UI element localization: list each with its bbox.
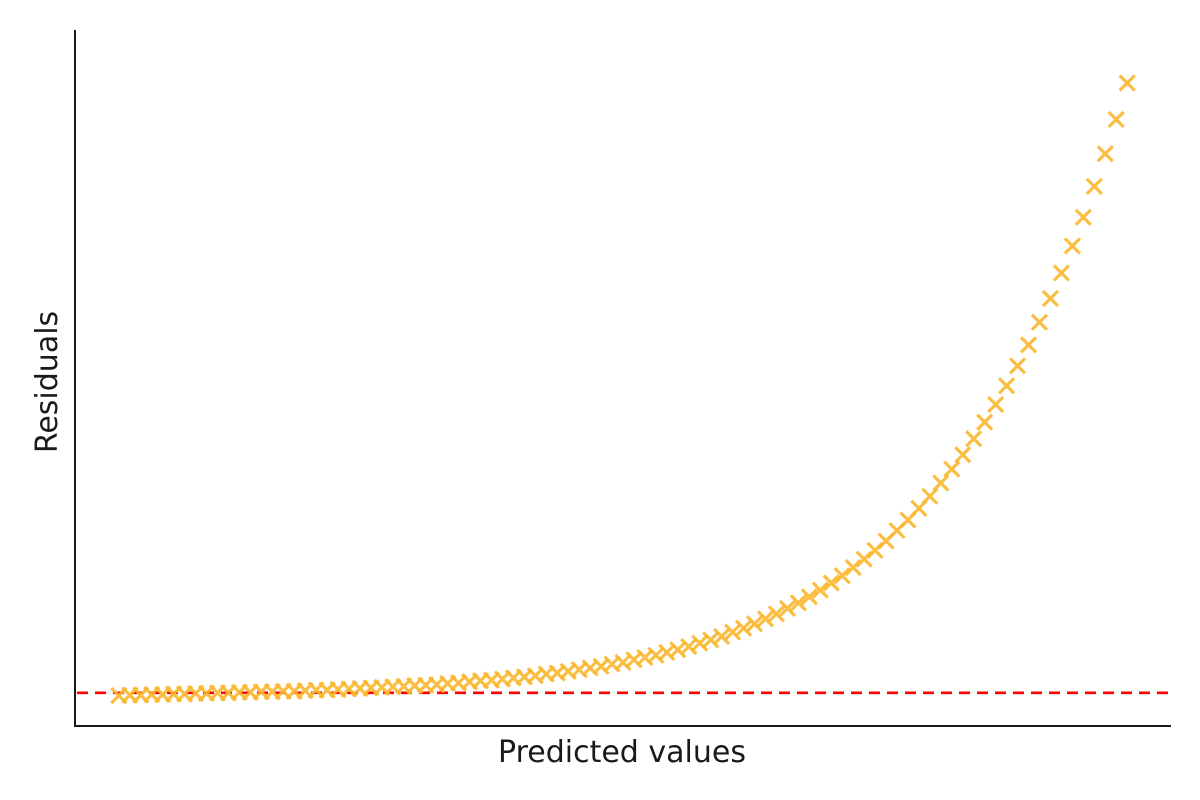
- data-point-stroke: [592, 657, 610, 675]
- data-point: [1052, 264, 1071, 282]
- data-point: [1118, 74, 1136, 92]
- data-point: [756, 610, 775, 628]
- data-point: [1030, 313, 1049, 331]
- data-point-stroke: [702, 631, 720, 649]
- data-point: [723, 623, 742, 641]
- data-point-stroke: [822, 574, 840, 592]
- data-point: [745, 615, 764, 633]
- data-point: [702, 631, 720, 649]
- data-point-stroke: [1008, 357, 1027, 375]
- data-point: [1008, 357, 1027, 375]
- data-point: [713, 627, 731, 646]
- x-axis-label: Predicted values: [498, 735, 746, 770]
- data-point: [1041, 289, 1060, 308]
- data-point-stroke: [965, 430, 983, 448]
- data-point: [614, 653, 632, 672]
- data-point: [647, 646, 665, 664]
- data-point: [1107, 110, 1125, 129]
- data-point-stroke: [1085, 177, 1103, 195]
- data-point-stroke: [778, 599, 797, 617]
- data-point-stroke: [1019, 336, 1038, 354]
- data-point-stroke: [691, 634, 709, 652]
- data-point-stroke: [734, 619, 753, 637]
- data-point: [778, 599, 797, 617]
- plot-area: [77, 74, 1171, 705]
- data-point: [658, 643, 676, 662]
- data-point-stroke: [954, 446, 972, 464]
- data-point: [997, 377, 1016, 395]
- data-point-stroke: [625, 651, 643, 669]
- data-point: [1019, 336, 1038, 354]
- data-point-stroke: [844, 558, 862, 577]
- data-point-stroke: [614, 653, 632, 672]
- data-point-stroke: [1041, 289, 1060, 308]
- data-point-stroke: [647, 646, 665, 664]
- data-point-stroke: [745, 615, 764, 633]
- data-point-stroke: [811, 581, 829, 599]
- data-point-stroke: [921, 487, 939, 505]
- data-point-stroke: [680, 637, 698, 656]
- data-point: [921, 487, 939, 505]
- data-point-stroke: [932, 474, 950, 492]
- data-point-stroke: [756, 610, 775, 628]
- data-point-stroke: [723, 623, 742, 641]
- data-point: [734, 619, 753, 637]
- y-axis-label: Residuals: [30, 311, 65, 453]
- data-point-stroke: [976, 413, 994, 431]
- data-point-stroke: [581, 659, 599, 677]
- data-point-stroke: [1074, 208, 1092, 226]
- data-point-stroke: [1052, 264, 1071, 282]
- data-point-stroke: [713, 627, 731, 646]
- data-point-stroke: [570, 661, 588, 679]
- data-point-stroke: [526, 667, 544, 685]
- data-point-stroke: [987, 395, 1005, 414]
- data-point: [1096, 145, 1114, 163]
- data-point-stroke: [789, 594, 807, 612]
- data-point: [669, 641, 687, 659]
- data-point-stroke: [833, 567, 851, 585]
- data-point-stroke: [636, 648, 654, 667]
- data-point-stroke: [603, 655, 621, 673]
- data-point: [1063, 237, 1081, 255]
- data-point: [789, 594, 807, 612]
- data-point: [943, 460, 961, 478]
- data-point: [1074, 208, 1092, 226]
- data-point-stroke: [800, 588, 818, 606]
- data-point: [844, 558, 862, 577]
- data-point-stroke: [658, 643, 676, 662]
- data-point: [800, 588, 818, 606]
- data-point-stroke: [1030, 313, 1049, 331]
- data-point: [1085, 177, 1103, 195]
- data-point: [954, 446, 972, 464]
- data-point-stroke: [669, 641, 687, 659]
- data-point-stroke: [997, 377, 1016, 395]
- data-point: [932, 474, 950, 492]
- data-point-stroke: [767, 605, 786, 623]
- data-point: [965, 430, 983, 448]
- data-point-stroke: [1063, 237, 1081, 255]
- data-point: [811, 581, 829, 599]
- data-point: [680, 637, 698, 656]
- data-point-stroke: [1107, 110, 1125, 129]
- data-point-stroke: [548, 664, 566, 682]
- data-point-stroke: [559, 662, 577, 680]
- data-point: [767, 605, 786, 623]
- data-point: [833, 567, 851, 585]
- data-point-stroke: [943, 460, 961, 478]
- data-point: [987, 395, 1005, 414]
- data-point: [822, 574, 840, 592]
- data-point: [691, 634, 709, 652]
- data-point-stroke: [1096, 145, 1114, 163]
- data-point: [976, 413, 994, 431]
- data-point-stroke: [1118, 74, 1136, 92]
